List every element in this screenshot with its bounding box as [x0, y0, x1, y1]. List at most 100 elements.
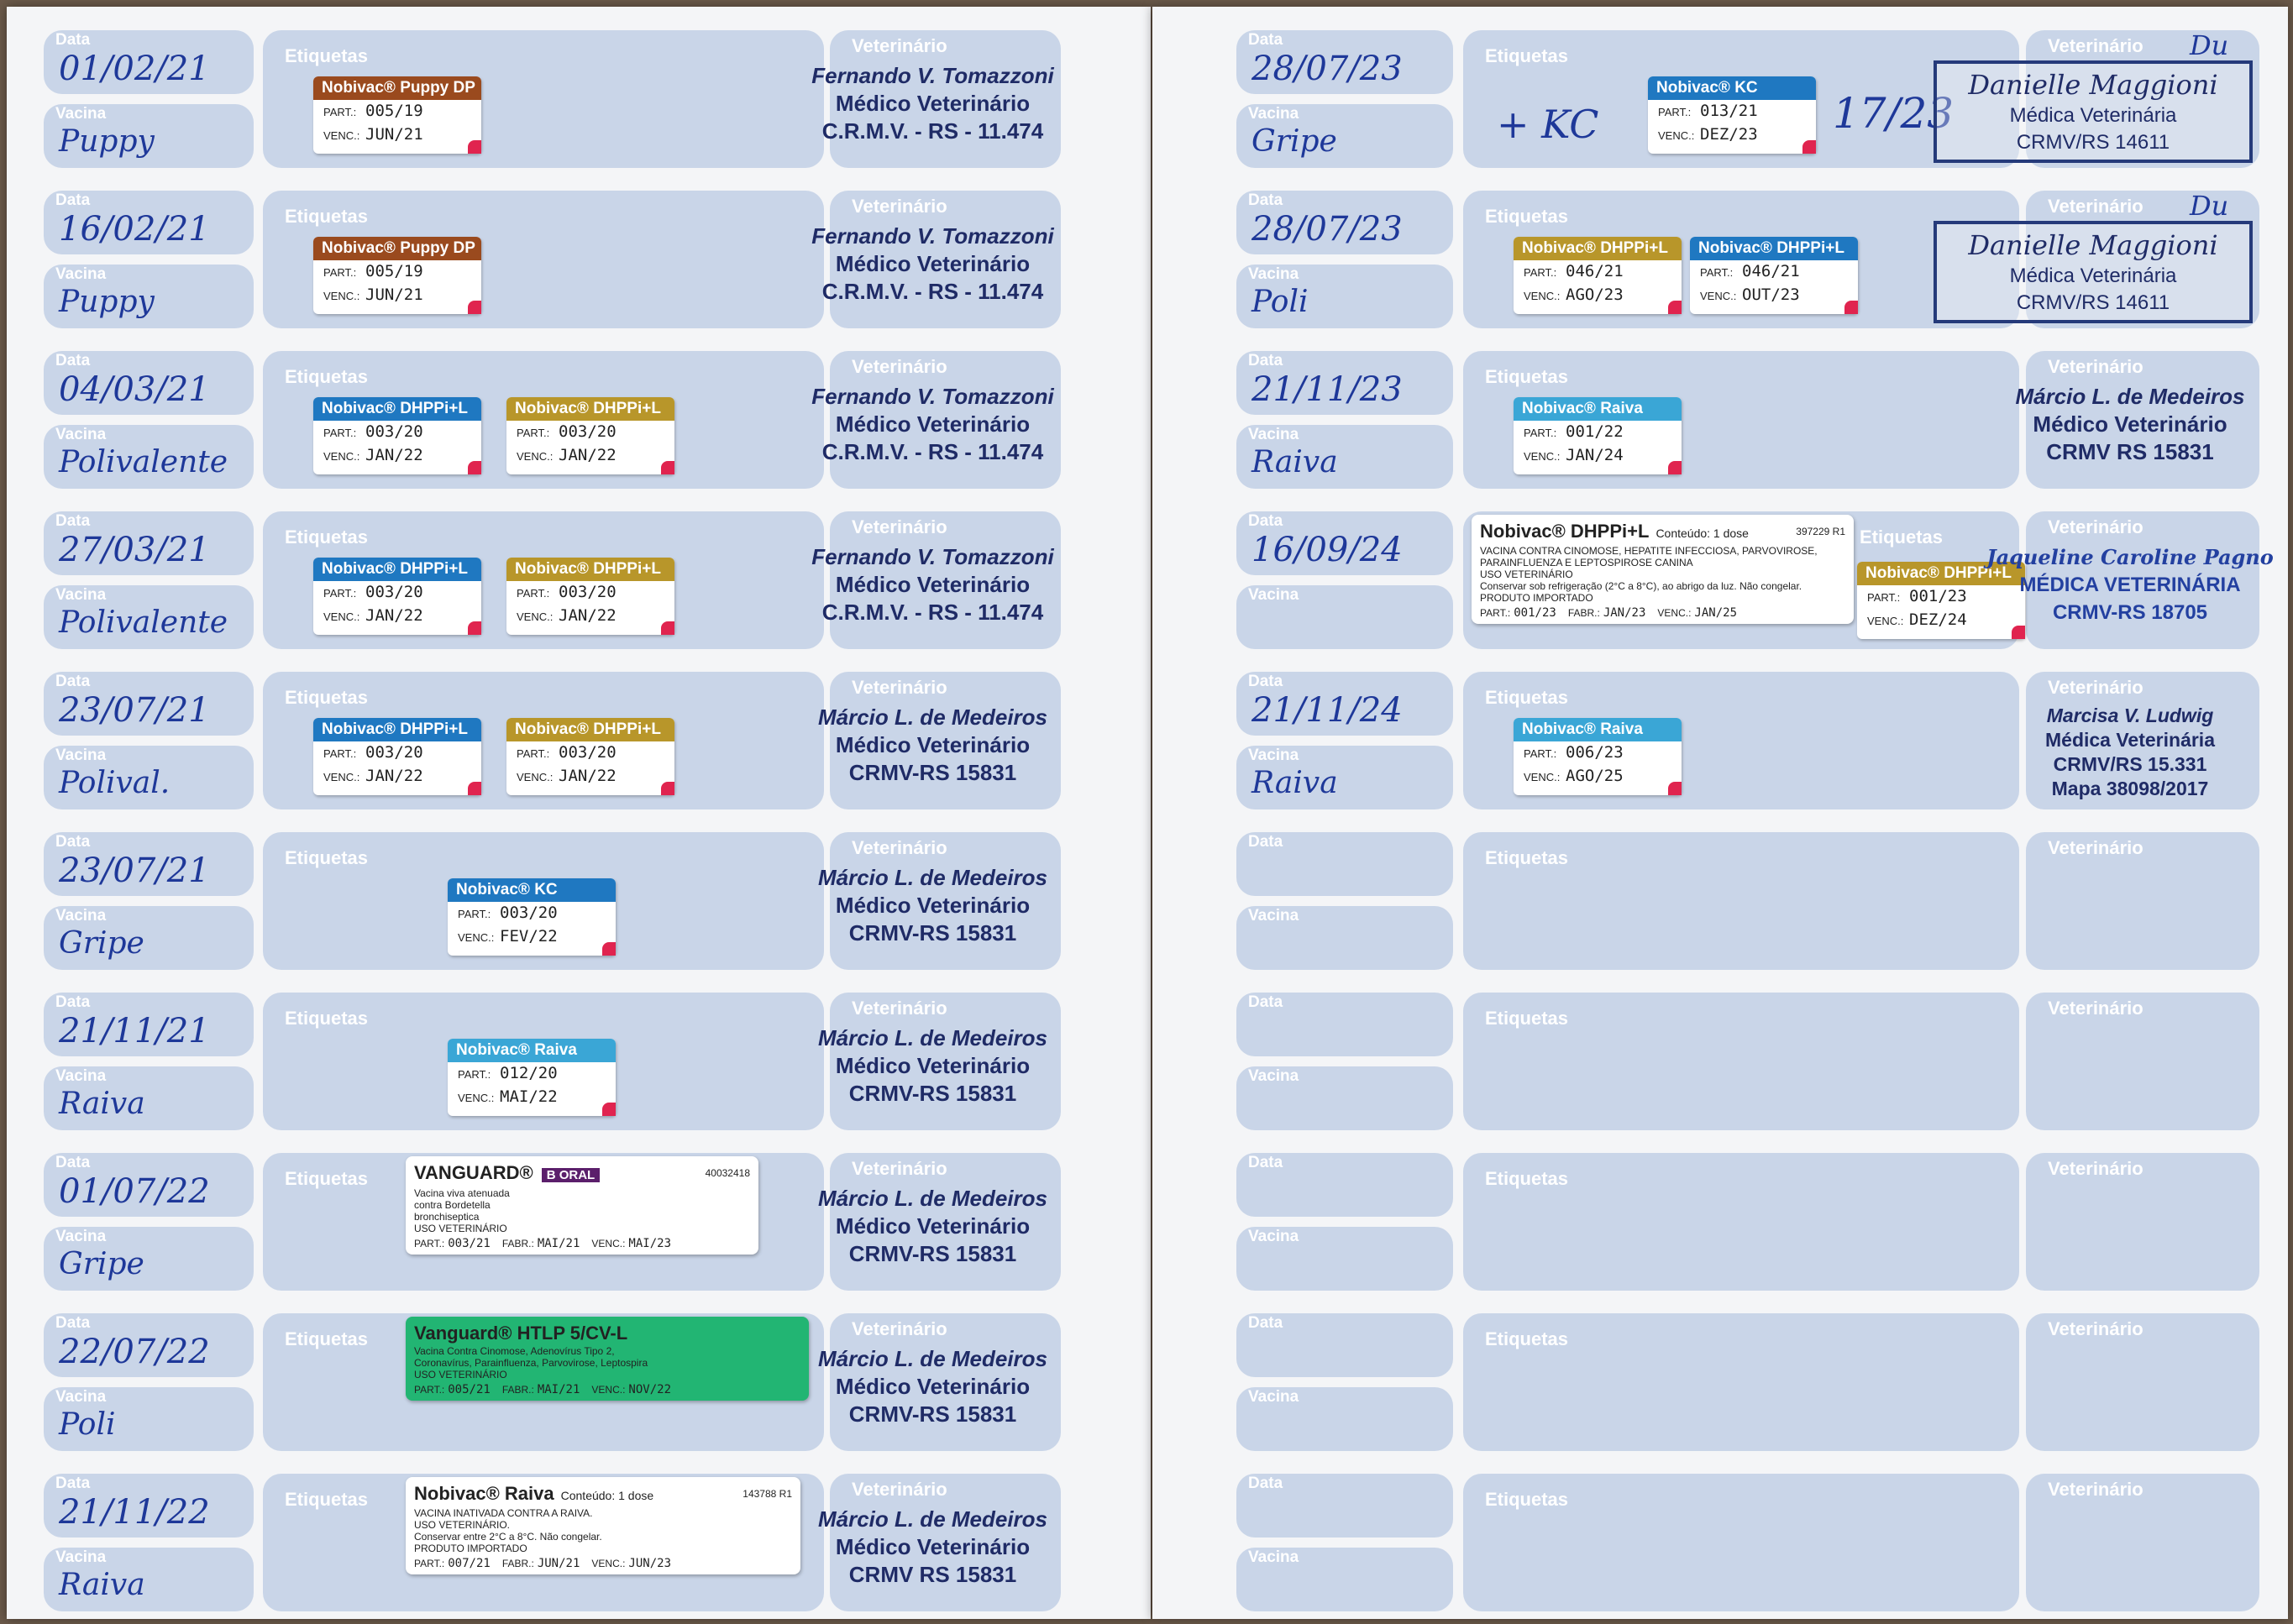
vet-line: Médico Veterinário — [835, 893, 1031, 918]
date-label: Data — [55, 31, 91, 49]
sticker-tab-icon — [602, 942, 616, 956]
label-line: VACINA INATIVADA CONTRA A RAIVA. — [414, 1507, 593, 1519]
field-value: 046/21 — [1742, 262, 1800, 280]
field-value: 003/20 — [365, 422, 423, 441]
field-label: PART.: — [323, 106, 357, 118]
labels-box — [1463, 993, 2019, 1130]
date-label: Data — [55, 352, 91, 369]
sticker-venc: VENC.: OUT/23 — [1690, 284, 1858, 307]
date-label: Data — [1248, 1314, 1283, 1332]
date-box — [44, 30, 254, 94]
vet-stamp: Fernando V. Tomazzoni Médico Veterinário C… — [779, 62, 1086, 145]
date-label: Data — [1248, 352, 1283, 369]
vet-box — [2026, 1474, 2259, 1611]
field-value: 007/21 — [448, 1557, 491, 1570]
date-label: Data — [1248, 833, 1283, 851]
sticker-product: Nobivac® KC — [448, 878, 616, 902]
date-box — [44, 511, 254, 575]
vet-line: C.R.M.V. - RS - 11.474 — [821, 279, 1044, 304]
vaccine-sticker: Nobivac® Puppy DP PART.: 005/19 VENC.: JUN/2… — [313, 237, 481, 314]
labels-label: Etiquetas — [1485, 1168, 1569, 1189]
vet-line: C.R.M.V. - RS - 11.474 — [821, 439, 1044, 464]
date-label: Data — [55, 191, 91, 209]
stamp-line: Médica Veterinária — [2009, 104, 2177, 127]
labels-label: Etiquetas — [285, 1489, 369, 1510]
vaccination-row: Data Vacina Etiquetas Veterinário 21/11/24 Ra… — [1152, 672, 2288, 813]
field-label: PART.: — [517, 427, 550, 439]
vet-label: Veterinário — [2048, 196, 2143, 217]
labels-label: Etiquetas — [1485, 206, 1569, 227]
vaccine-sticker: Nobivac® Raiva PART.: 001/22 VENC.: JAN/24 — [1514, 397, 1682, 474]
vet-label: Veterinário — [2048, 516, 2143, 537]
sticker-product: Nobivac® DHPPi+L — [1857, 562, 2025, 585]
field-label: VENC.: — [323, 290, 360, 302]
field-label: VENC.: — [323, 771, 360, 783]
date-label: Data — [1248, 993, 1283, 1011]
vaccination-row: Data Vacina Etiquetas Veterinário — [1152, 1153, 2288, 1294]
vaccine-label: Vacina — [55, 265, 107, 283]
field-value: MAI/21 — [537, 1383, 580, 1396]
sticker-venc: VENC.: JAN/22 — [313, 444, 481, 468]
field-label: PART.: — [1524, 747, 1557, 760]
date-box — [1236, 191, 1453, 254]
vaccine-box — [44, 1066, 254, 1130]
labels-label: Etiquetas — [1485, 1489, 1569, 1510]
date-box — [1236, 1313, 1453, 1377]
vaccine-box — [44, 265, 254, 328]
vet-line: Médico Veterinário — [835, 411, 1031, 437]
vaccine-box — [1236, 265, 1453, 328]
sticker-tab-icon — [468, 301, 481, 314]
sticker-part: PART.: 006/23 — [1514, 741, 1682, 765]
vaccine-box — [1236, 1548, 1453, 1611]
vaccine-sticker: Nobivac® DHPPi+L PART.: 003/20 VENC.: JAN/22 — [313, 558, 481, 635]
date-label: Data — [1248, 31, 1283, 49]
label-line: Vacina Contra Cinomose, Adenovírus Tipo … — [414, 1345, 615, 1357]
vet-stamp: Márcio L. de Medeiros Médico Veterinário C… — [779, 1185, 1086, 1268]
field-label: FABR.: — [501, 1238, 534, 1249]
vet-label: Veterinário — [852, 1318, 947, 1339]
field-label: PART.: — [323, 427, 357, 439]
handwritten-vaccine: Puppy — [59, 285, 155, 319]
vaccination-row: Data Vacina Etiquetas Veterinário 16/09/24 No… — [1152, 511, 2288, 652]
label-title: Nobivac® DHPPi+L Conteúdo: 1 dose 397229 R… — [1480, 521, 1845, 542]
sticker-venc: VENC.: DEZ/23 — [1648, 123, 1816, 147]
vaccine-sticker: Nobivac® DHPPi+L PART.: 003/20 VENC.: JAN/22 — [506, 718, 674, 795]
field-label: PART.: — [414, 1558, 445, 1569]
date-label: Data — [55, 1154, 91, 1171]
labels-label: Etiquetas — [1485, 687, 1569, 708]
labels-label: Etiquetas — [1485, 1008, 1569, 1029]
vet-box-stamp: Danielle Maggioni Médica Veterinária CRMV/… — [1934, 221, 2253, 323]
sticker-venc: VENC.: FEV/22 — [448, 925, 616, 949]
sticker-tab-icon — [661, 621, 674, 635]
stamp-line: Médica Veterinária — [2009, 265, 2177, 287]
initials-signature: Du — [2190, 29, 2229, 61]
vaccine-sticker: Nobivac® DHPPi+L PART.: 046/21 VENC.: AGO/23 — [1514, 237, 1682, 314]
handwritten-date: 21/11/21 — [59, 1012, 210, 1050]
vaccine-sticker: Nobivac® DHPPi+L PART.: 003/20 VENC.: JAN/22 — [506, 397, 674, 474]
vaccination-row: Data Vacina Etiquetas Veterinário 23/07/21 Po… — [7, 672, 1151, 813]
handwritten-date: 23/07/21 — [59, 851, 210, 890]
label-title: Nobivac® Raiva Conteúdo: 1 dose 143788 R1 — [414, 1483, 792, 1504]
vet-box — [830, 351, 1061, 489]
field-label: VENC.: — [591, 1558, 626, 1569]
vaccine-box — [44, 585, 254, 649]
handwritten-date: 21/11/22 — [59, 1493, 210, 1532]
label-code: 143788 R1 — [742, 1488, 792, 1500]
vet-line: CRMV-RS 15831 — [848, 1401, 1017, 1427]
vet-box — [830, 30, 1061, 168]
sticker-product: Nobivac® DHPPi+L — [313, 558, 481, 581]
field-label: PART.: — [414, 1238, 445, 1249]
sticker-part: PART.: 003/20 — [448, 902, 616, 925]
sticker-venc: VENC.: JUN/21 — [313, 123, 481, 147]
vet-box-stamp: Danielle Maggioni Médica Veterinária CRMV/… — [1934, 60, 2253, 163]
labels-box — [1463, 832, 2019, 970]
labels-box — [1463, 1153, 2019, 1291]
label-line: Conservar sob refrigeração (2°C a 8°C), … — [1480, 580, 1802, 592]
vaccine-label: Vacina — [55, 1067, 107, 1085]
field-label: VENC.: — [323, 450, 360, 463]
field-label: VENC.: — [517, 450, 554, 463]
vet-line: CRMV RS 15831 — [848, 1562, 1017, 1587]
handwritten-date: 16/09/24 — [1251, 531, 1403, 569]
sticker-venc: VENC.: MAI/22 — [448, 1086, 616, 1109]
vet-line: Médico Veterinário — [835, 1213, 1031, 1239]
